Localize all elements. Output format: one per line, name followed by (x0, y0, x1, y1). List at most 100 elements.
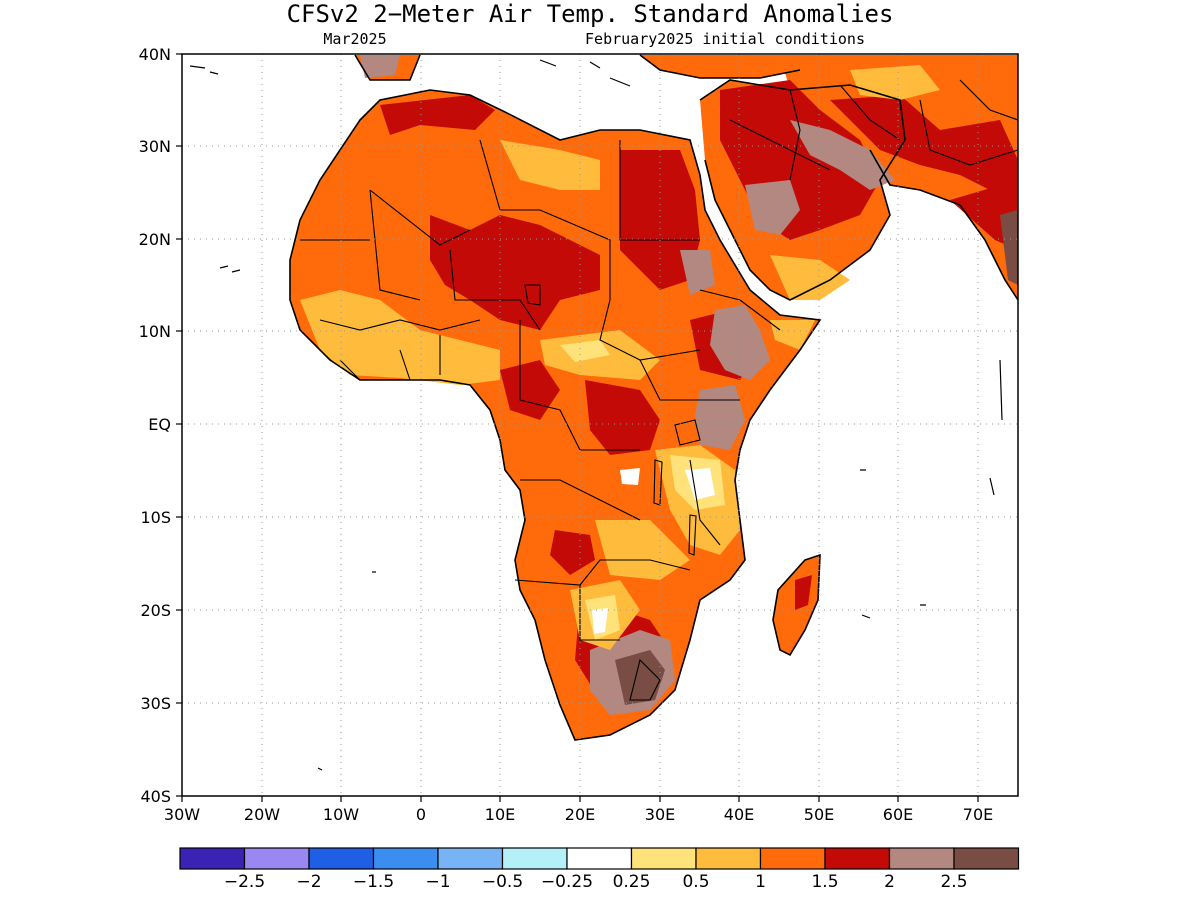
border (729, 119, 831, 171)
border (579, 585, 620, 641)
lon-label: 0 (416, 805, 426, 824)
colorbar-box (888, 847, 955, 870)
anomaly-2-sahara (430, 215, 600, 330)
anomaly-2-central (500, 360, 560, 420)
anomaly-2-5-arabia (745, 180, 800, 235)
mascarene (861, 604, 926, 619)
mediterranean-islands (539, 59, 631, 87)
lat-label: 10N (139, 322, 171, 341)
anomaly-1-somalia (770, 320, 815, 350)
colorbar-label: −0.25 (541, 872, 593, 892)
country-borders (300, 79, 1018, 701)
border (520, 479, 641, 521)
border (339, 359, 361, 381)
border (789, 89, 801, 181)
subtitle-month: Mar2025 (323, 30, 386, 48)
colorbar-box (372, 847, 439, 870)
border (479, 139, 611, 300)
border (639, 359, 740, 401)
colorbar-box (566, 847, 633, 870)
colorbar-label: −1.5 (353, 872, 394, 892)
border (689, 459, 721, 546)
anomaly-2-5-iraq (790, 120, 895, 190)
border (599, 299, 701, 361)
cape-verde (189, 65, 219, 75)
lon-label: 70E (963, 805, 993, 824)
colorbar-box (630, 847, 697, 870)
longitude-labels: 30W 20W 10W 0 10E 20E 30E 40E 50E 60E 70… (164, 805, 993, 824)
anomaly-shading (290, 55, 1018, 740)
lon-label: 40E (724, 805, 754, 824)
colorbar-box (953, 847, 1020, 870)
lat-label: 40N (139, 45, 171, 64)
anomaly-2-5-ethiopia (710, 305, 770, 380)
gridlines (182, 54, 1018, 796)
colorbar-box (437, 847, 504, 870)
anomaly-1-zambia (595, 520, 690, 580)
colorbar-label: 0.25 (613, 872, 651, 892)
lon-label: 10W (323, 805, 359, 824)
colorbar-label: 0.5 (682, 872, 709, 892)
colorbar-box (179, 847, 246, 870)
border (514, 559, 691, 586)
colorbar: −2.5 −2 −1.5 −1 −0.5 −0.25 0.25 0.5 1 1.5 2 2.5 (179, 847, 1020, 892)
anomaly-2-angola (550, 530, 595, 575)
anomaly-2-mada (795, 575, 812, 610)
lon-label: 20E (565, 805, 595, 824)
anomaly-1-sahel (500, 140, 600, 190)
anomaly-2-sudan (620, 150, 700, 290)
turkey-coast (640, 55, 800, 78)
anomaly-1-arabia-south (770, 255, 850, 300)
border (959, 79, 1018, 121)
lat-label: EQ (148, 415, 171, 434)
anomaly-0-5-central (560, 340, 610, 362)
colorbar-label: 2 (884, 872, 895, 892)
colorbar-label: 1.5 (811, 872, 838, 892)
colorbar-label: −2.5 (224, 872, 265, 892)
persian-gulf-coastline (869, 149, 961, 206)
anomaly-2-india (950, 180, 1018, 250)
colorbar-label: −2 (296, 872, 321, 892)
seychelles (860, 469, 995, 496)
lake-malawi (688, 514, 697, 556)
colorbar-labels: −2.5 −2 −1.5 −1 −0.5 −0.25 0.25 0.5 1 1.5 2 2.5 (224, 872, 968, 892)
lon-label: 30E (645, 805, 675, 824)
lon-label: 20W (244, 805, 280, 824)
border (399, 349, 411, 381)
europe-coastline (354, 54, 421, 81)
colorbar-label: 2.5 (940, 872, 967, 892)
colorbar-box (759, 847, 826, 870)
colorbar-box (243, 847, 310, 870)
lat-label: 10S (140, 508, 171, 527)
border (839, 84, 901, 141)
border (919, 99, 1018, 166)
lat-label: 30S (140, 694, 171, 713)
border (629, 658, 661, 701)
border (699, 289, 781, 331)
arabia-coastline (699, 79, 906, 301)
lakes (524, 284, 701, 556)
border (369, 189, 421, 301)
canary-islands (219, 265, 241, 273)
colorbar-label: −1 (425, 872, 450, 892)
border (369, 189, 471, 246)
lake-chad (524, 284, 541, 306)
lon-label: 30W (164, 805, 200, 824)
anomaly-3-south-africa (615, 650, 665, 705)
iran-india-landmass (780, 55, 1018, 300)
anomaly-1-west-africa (300, 290, 500, 385)
map-frame (181, 53, 1019, 797)
colorbar-box (501, 847, 568, 870)
lat-label: 40S (140, 787, 171, 806)
india-coastline (959, 204, 1018, 301)
border (319, 319, 481, 331)
lat-label: 20N (139, 230, 171, 249)
africa-coastline (289, 89, 822, 741)
colorbar-box (308, 847, 375, 870)
border (619, 140, 700, 241)
lake-victoria (674, 419, 701, 446)
anomaly-2-persia (830, 95, 1018, 200)
colorbar-boxes (179, 847, 1020, 870)
anomaly-neutral-botswana (592, 608, 608, 634)
